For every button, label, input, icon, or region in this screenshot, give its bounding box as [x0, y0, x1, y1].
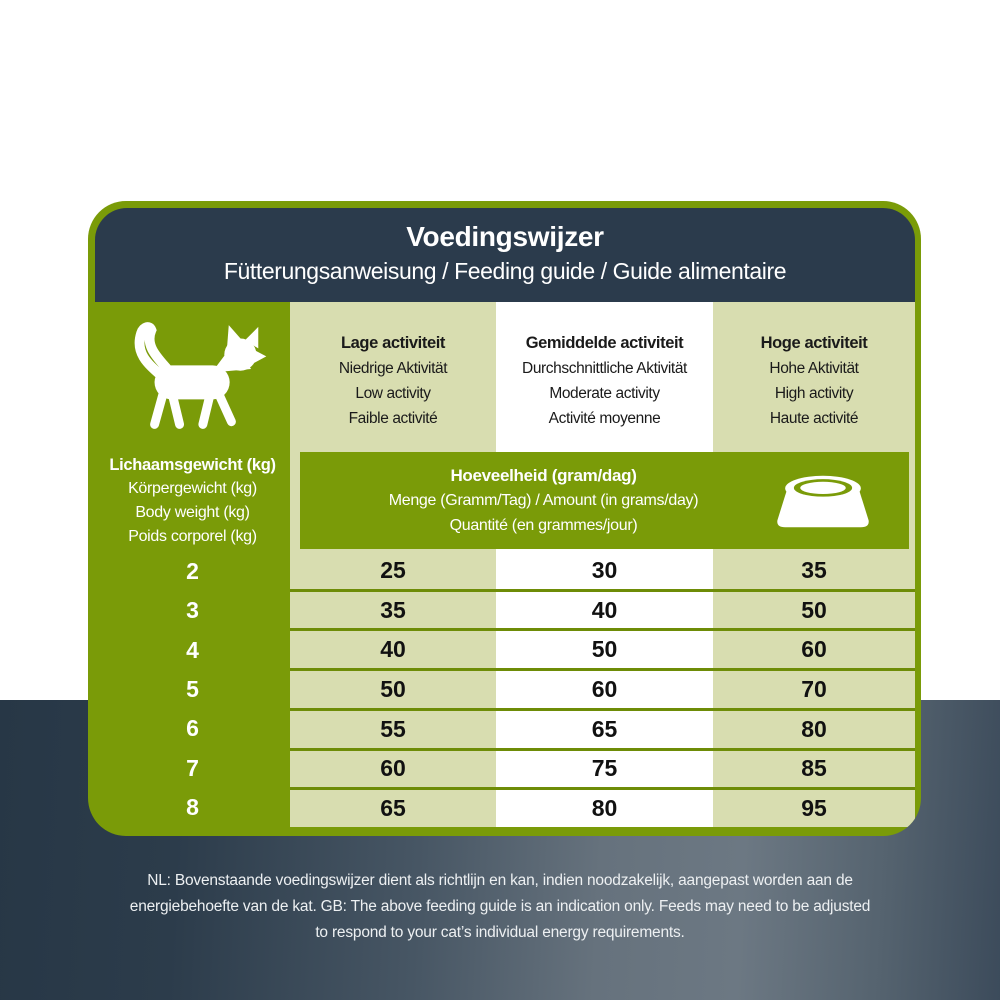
- weight-value: 2: [186, 558, 199, 585]
- column-headers-row: Lage activiteit Niedrige Aktivität Low a…: [290, 302, 915, 452]
- column-header-moderate-activity: Gemiddelde activiteit Durchschnittliche …: [496, 302, 713, 452]
- amount-banner-text: Hoeveelheid (gram/dag) Menge (Gramm/Tag)…: [300, 463, 909, 538]
- cell-moderate: 65: [496, 710, 713, 748]
- column-header-high-activity: Hoge activiteit Hohe Aktivität High acti…: [713, 302, 915, 452]
- cell-low: 25: [290, 552, 496, 589]
- table-row: 65 80 95: [290, 787, 915, 828]
- table-row: 50 60 70: [290, 668, 915, 708]
- cell-high: 35: [713, 552, 915, 589]
- bowl-icon: [773, 468, 873, 534]
- weight-label-nl: Lichaamsgewicht (kg): [109, 456, 276, 474]
- weight-label-de: Körpergewicht (kg): [128, 480, 257, 497]
- cell-low: 40: [290, 631, 496, 669]
- cell-moderate: 50: [496, 631, 713, 669]
- weight-value: 6: [186, 715, 199, 742]
- cell-low: 50: [290, 671, 496, 708]
- table-row: 35 40 50: [290, 588, 915, 629]
- weight-value: 4: [186, 636, 199, 663]
- weight-value: 5: [186, 675, 199, 702]
- weight-value: 3: [186, 597, 199, 624]
- table-row: 40 50 60: [290, 628, 915, 669]
- data-rows: 25 30 35 35 40 50 40 50 60 50 60 70: [290, 552, 915, 828]
- column-header-line: Hohe Aktivität: [769, 360, 859, 377]
- weight-label-fr: Poids corporel (kg): [128, 528, 257, 545]
- cell-low: 60: [290, 750, 496, 788]
- amount-banner-line: Menge (Gramm/Tag) / Amount (in grams/day…: [388, 492, 699, 509]
- footer-note: NL: Bovenstaande voedingswijzer dient al…: [0, 868, 1000, 946]
- cell-low: 35: [290, 591, 496, 629]
- cell-high: 80: [713, 710, 915, 748]
- column-header-line: Hoge activiteit: [760, 334, 868, 352]
- cell-moderate: 80: [496, 790, 713, 828]
- amount-banner-row: Hoeveelheid (gram/dag) Menge (Gramm/Tag)…: [290, 452, 915, 552]
- cell-moderate: 40: [496, 591, 713, 629]
- weight-column: Lichaamsgewicht (kg) Körpergewicht (kg) …: [95, 302, 290, 827]
- amount-banner-line: Hoeveelheid (gram/dag): [450, 466, 637, 485]
- cell-low: 65: [290, 790, 496, 828]
- weight-value: 7: [186, 754, 199, 781]
- column-header-line: Haute activité: [769, 410, 859, 427]
- column-header-line: Niedrige Aktivität: [338, 360, 448, 377]
- cell-moderate: 30: [496, 552, 713, 589]
- cell-high: 50: [713, 591, 915, 629]
- cell-low: 55: [290, 710, 496, 748]
- column-header-line: Gemiddelde activiteit: [525, 334, 684, 352]
- column-header-line: Moderate activity: [549, 385, 660, 402]
- footer-line: NL: Bovenstaande voedingswijzer dient al…: [147, 872, 853, 889]
- column-header-line: High activity: [774, 385, 854, 402]
- cell-high: 70: [713, 671, 915, 708]
- column-header-line: Activité moyenne: [548, 410, 661, 427]
- weight-label-en: Body weight (kg): [135, 504, 250, 521]
- table-row: 25 30 35: [290, 552, 915, 589]
- column-header-line: Faible activité: [348, 410, 438, 427]
- feeding-guide-card: Voedingswijzer Fütterungsanweisung / Fee…: [88, 201, 921, 836]
- column-header-line: Low activity: [355, 385, 431, 402]
- column-header-line: Durchschnittliche Aktivität: [522, 360, 687, 377]
- feeding-table: Lichaamsgewicht (kg) Körpergewicht (kg) …: [95, 302, 915, 828]
- page-title: Voedingswijzer: [406, 221, 604, 252]
- card-header: Voedingswijzer Fütterungsanweisung / Fee…: [95, 208, 915, 302]
- weight-value: 8: [186, 793, 199, 820]
- amount-banner: Hoeveelheid (gram/dag) Menge (Gramm/Tag)…: [300, 452, 909, 549]
- cell-moderate: 75: [496, 750, 713, 788]
- activity-columns-area: Lage activiteit Niedrige Aktivität Low a…: [290, 302, 915, 828]
- table-row: 60 75 85: [290, 747, 915, 788]
- column-header-low-activity: Lage activiteit Niedrige Aktivität Low a…: [290, 302, 496, 452]
- cell-high: 85: [713, 750, 915, 788]
- table-row: 55 65 80: [290, 707, 915, 748]
- page-subtitle: Fütterungsanweisung / Feeding guide / Gu…: [223, 258, 787, 284]
- amount-banner-line: Quantité (en grammes/jour): [449, 517, 638, 534]
- footer-line: energiebehoefte van de kat. GB: The abov…: [129, 898, 871, 915]
- footer-line: to respond to your cat’s individual ener…: [315, 924, 685, 941]
- cell-moderate: 60: [496, 671, 713, 708]
- column-header-line: Lage activiteit: [340, 334, 446, 352]
- cell-high: 60: [713, 631, 915, 669]
- cell-high: 95: [713, 790, 915, 828]
- cat-icon: [95, 302, 290, 452]
- weight-column-labels: Lichaamsgewicht (kg) Körpergewicht (kg) …: [95, 452, 290, 552]
